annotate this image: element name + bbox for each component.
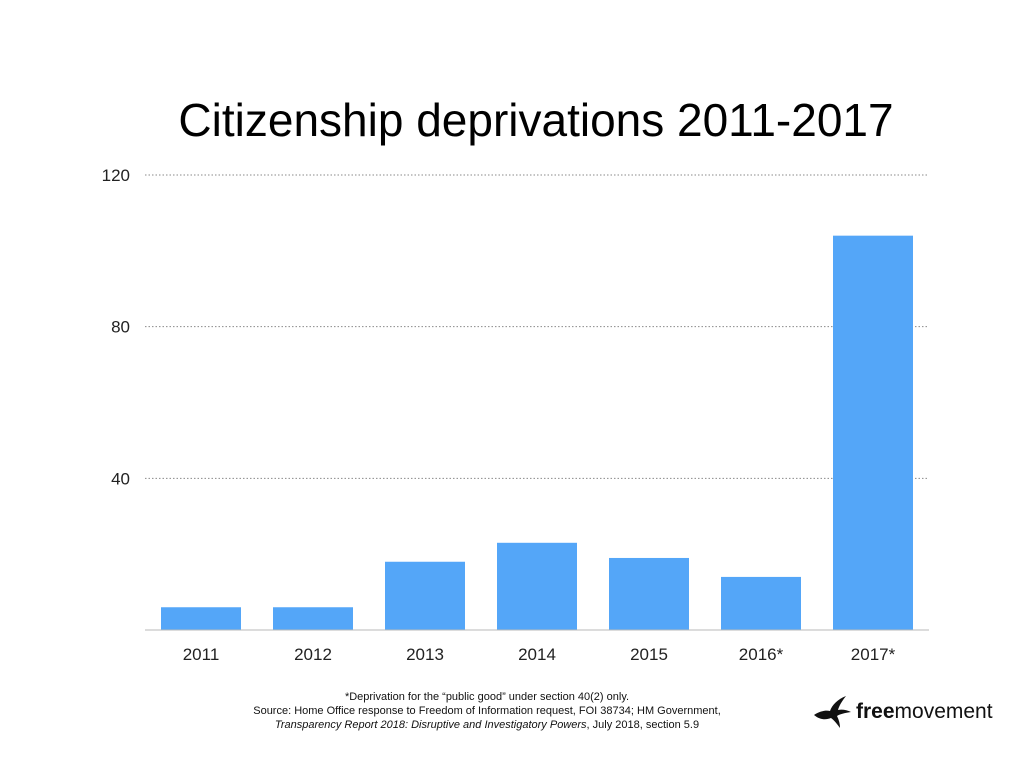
y-tick-label-40: 40 [111,469,130,488]
bird-icon [814,696,851,728]
x-axis-tick-labels: 2011 2012 2013 2014 2015 2016* 2017* [183,645,896,664]
logo-wordmark-movement: movement [894,700,993,723]
y-tick-label-80: 80 [111,318,130,337]
footnote-report-details: , July 2018, section 5.9 [586,719,700,731]
footnote-line-2: Source: Home Office response to Freedom … [253,705,721,717]
logo-wordmark-free: free [856,700,895,723]
bar-2013 [385,561,465,630]
bar-2017-star [833,235,913,630]
footnote-line-3: Transparency Report 2018: Disruptive and… [180,718,794,732]
footnote-report-title: Transparency Report 2018: Disruptive and… [274,719,587,731]
bar-2015 [609,557,689,630]
bar-2014 [497,542,577,630]
y-tick-label-120: 120 [102,166,130,185]
bar-2011 [161,607,241,630]
x-tick-label-2016-star: 2016* [739,645,784,664]
x-tick-label-2011: 2011 [183,645,220,664]
bar-2012 [273,607,353,630]
logo-wordmark: freemovement [856,700,993,724]
x-tick-label-2017-star: 2017* [851,645,896,664]
x-tick-label-2015: 2015 [630,645,668,664]
y-axis-tick-labels: 40 80 120 [102,166,130,488]
footnote-line-1: *Deprivation for the “public good” under… [344,691,630,703]
x-tick-label-2014: 2014 [518,645,556,664]
source-footnote: *Deprivation for the “public good” under… [180,690,794,732]
bar-2016-star [721,576,801,630]
freemovement-logo: freemovement [812,694,993,730]
x-tick-label-2013: 2013 [406,645,444,664]
bars [161,235,913,630]
bar-chart: 40 80 120 2011 2012 2013 2014 2015 2016* 2017* [102,166,929,664]
chart-title: Citizenship deprivations 2011-2017 [178,94,894,146]
x-tick-label-2012: 2012 [294,645,332,664]
gridlines [145,174,929,479]
